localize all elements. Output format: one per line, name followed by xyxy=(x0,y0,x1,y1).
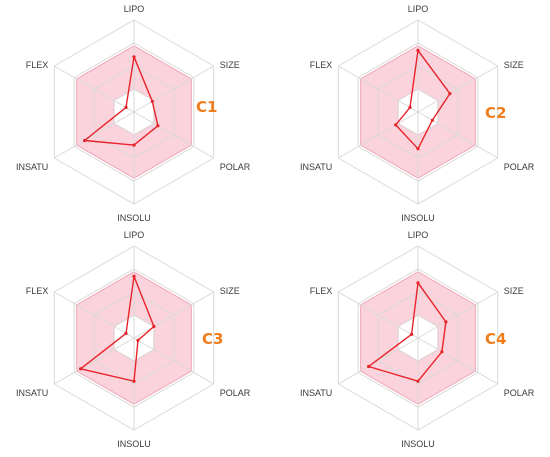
data-point-insatu xyxy=(83,138,87,143)
data-point-polar xyxy=(430,118,434,122)
axis-label-lipo: LIPO xyxy=(124,4,145,14)
axis-spoke xyxy=(338,337,419,385)
radar-panel-c2: LIPO SIZE POLAR INSOLU INSATU FLEX C2 xyxy=(300,4,535,223)
axis-label-insolu: INSOLU xyxy=(117,213,151,223)
data-point-flex xyxy=(410,332,414,336)
axis-spoke xyxy=(417,337,498,385)
data-point-size xyxy=(152,324,156,329)
compound-label-c3: C3 xyxy=(202,330,223,348)
data-point-size xyxy=(448,92,452,96)
radar-panel-c3: LIPO SIZE POLAR INSOLU INSATU FLEX C3 xyxy=(16,230,251,449)
data-point-flex xyxy=(124,105,128,109)
axis-label-insatu: INSATU xyxy=(300,388,332,398)
data-point-size xyxy=(150,99,154,103)
data-point-insatu xyxy=(394,123,398,127)
axis-spoke xyxy=(338,111,419,159)
data-point-insolu xyxy=(132,379,136,383)
axis-label-size: SIZE xyxy=(504,60,524,70)
axis-spoke xyxy=(133,291,214,339)
compound-label-c4: C4 xyxy=(485,330,506,348)
axis-label-lipo: LIPO xyxy=(124,230,145,240)
axis-label-lipo: LIPO xyxy=(408,230,429,240)
radar-panel-c4: LIPO SIZE POLAR INSOLU INSATU FLEX C4 xyxy=(300,230,535,449)
data-point-lipo xyxy=(132,274,136,278)
axis-label-insatu: INSATU xyxy=(16,388,48,398)
axis-label-insatu: INSATU xyxy=(300,162,332,172)
axis-label-insolu: INSOLU xyxy=(117,439,151,449)
axis-label-size: SIZE xyxy=(504,286,524,296)
axis-label-flex: FLEX xyxy=(310,60,333,70)
axis-label-polar: POLAR xyxy=(220,388,251,398)
data-point-insatu xyxy=(367,364,371,369)
axis-spoke xyxy=(417,291,498,339)
axis-label-insolu: INSOLU xyxy=(401,439,435,449)
radar-panel-c1: LIPO SIZE POLAR INSOLU INSATU FLEX C1 xyxy=(16,4,251,223)
data-point-flex xyxy=(124,331,128,335)
data-point-flex xyxy=(408,105,412,109)
data-point-lipo xyxy=(416,48,420,53)
axis-spoke xyxy=(133,337,214,385)
compound-label-c2: C2 xyxy=(485,104,506,122)
axis-label-size: SIZE xyxy=(220,60,240,70)
axis-label-polar: POLAR xyxy=(220,162,251,172)
data-point-polar xyxy=(440,350,444,354)
axis-label-polar: POLAR xyxy=(504,388,535,398)
data-point-insolu xyxy=(416,147,420,151)
axis-spoke xyxy=(54,65,135,113)
axis-spoke xyxy=(417,65,498,113)
data-point-insolu xyxy=(132,143,136,147)
data-point-polar xyxy=(156,124,160,128)
data-point-insolu xyxy=(416,379,420,383)
data-point-size xyxy=(444,320,448,324)
axis-spoke xyxy=(133,111,214,159)
axis-label-insatu: INSATU xyxy=(16,162,48,172)
data-point-insatu xyxy=(79,367,83,371)
data-point-lipo xyxy=(132,55,136,59)
axis-label-insolu: INSOLU xyxy=(401,213,435,223)
axis-spoke xyxy=(54,111,135,159)
axis-label-flex: FLEX xyxy=(26,60,49,70)
compound-label-c1: C1 xyxy=(196,98,217,116)
axis-label-size: SIZE xyxy=(220,286,240,296)
axis-spoke xyxy=(133,65,214,113)
axis-label-flex: FLEX xyxy=(26,286,49,296)
axis-spoke xyxy=(338,291,419,339)
axis-label-flex: FLEX xyxy=(310,286,333,296)
axis-spoke xyxy=(54,337,135,385)
data-point-polar xyxy=(136,338,140,342)
axis-spoke xyxy=(54,291,135,339)
axis-spoke xyxy=(338,65,419,113)
axis-label-lipo: LIPO xyxy=(408,4,429,14)
data-point-lipo xyxy=(416,281,420,285)
axis-label-polar: POLAR xyxy=(504,162,535,172)
